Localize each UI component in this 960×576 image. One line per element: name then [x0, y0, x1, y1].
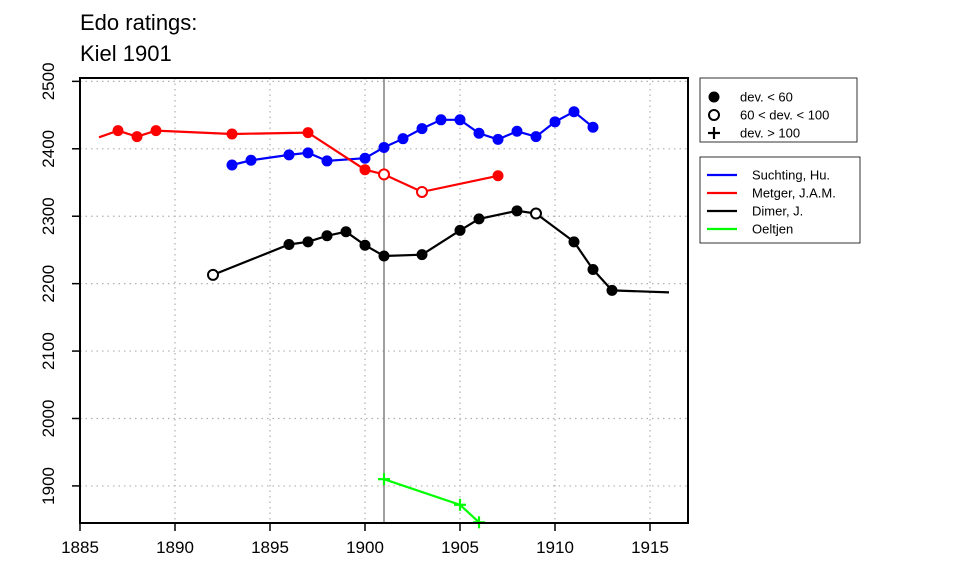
y-tick-label: 2500: [39, 62, 58, 100]
data-point-filled: [302, 236, 314, 248]
data-point-plus: [454, 498, 466, 511]
symbol-legend-label: dev. > 100: [740, 126, 800, 141]
data-point-filled: [112, 125, 124, 137]
series-line: [212, 209, 670, 294]
data-point-filled: [302, 147, 314, 159]
y-axis: 1900 2000 2100 2200 2300 2400 2500: [39, 62, 80, 505]
chart-title: Edo ratings:: [80, 10, 197, 35]
data-point-filled: [226, 128, 238, 140]
x-tick-label: 1885: [61, 538, 99, 557]
symbol-legend: dev. < 60 60 < dev. < 100 dev. > 100: [699, 77, 858, 143]
data-point-open: [708, 109, 720, 121]
series-legend-label: Metger, J.A.M.: [752, 186, 836, 201]
data-point-plus: [708, 127, 720, 139]
data-point-filled: [283, 239, 295, 251]
data-point-filled: [340, 226, 352, 238]
y-tick-label: 1900: [39, 467, 58, 505]
data-point-filled: [568, 236, 580, 248]
series-line: [383, 478, 480, 524]
data-point-filled: [435, 114, 447, 126]
x-tick-label: 1895: [251, 538, 289, 557]
data-point-filled: [359, 152, 371, 164]
chart-subtitle: Kiel 1901: [80, 41, 172, 66]
data-point-filled: [302, 127, 314, 139]
data-point-filled: [473, 213, 485, 225]
data-point-filled: [530, 131, 542, 143]
data-point-filled: [131, 131, 143, 143]
x-axis: 1885 1890 1895 1900 1905 1910 1915: [61, 523, 669, 557]
series-oeltjen: [378, 473, 485, 529]
series-legend-label: Oeltjen: [752, 222, 793, 237]
data-point-filled: [492, 170, 504, 182]
data-point-open: [416, 185, 428, 198]
data-point-filled: [359, 239, 371, 251]
y-tick-label: 2300: [39, 197, 58, 235]
data-point-filled: [359, 164, 371, 176]
data-point-plus: [378, 473, 390, 486]
symbol-legend-box: [699, 77, 858, 143]
plot-frame: [79, 77, 689, 524]
data-point-filled: [511, 125, 523, 137]
x-tick-label: 1900: [346, 538, 384, 557]
data-point-filled: [378, 250, 390, 262]
series-legend-label: Suchting, Hu.: [752, 168, 830, 183]
data-point-filled: [245, 154, 257, 166]
y-tick-label: 2000: [39, 400, 58, 438]
series-legend: Suchting, Hu. Metger, J.A.M. Dimer, J. Oelt…: [699, 156, 861, 244]
data-point-filled: [416, 123, 428, 135]
symbol-legend-label: dev. < 60: [740, 90, 793, 105]
data-point-filled: [321, 155, 333, 167]
data-point-filled: [283, 149, 295, 161]
x-tick-label: 1905: [441, 538, 479, 557]
data-point-filled: [587, 121, 599, 133]
series-metger-j-a-m: [98, 125, 504, 198]
x-tick-label: 1910: [536, 538, 574, 557]
data-point-filled: [568, 106, 580, 118]
data-point-filled: [397, 133, 409, 145]
series-group: [98, 106, 670, 529]
data-point-filled: [454, 114, 466, 126]
data-point-open: [207, 268, 219, 281]
data-point-filled: [226, 159, 238, 171]
data-point-open: [530, 207, 542, 220]
y-tick-label: 2200: [39, 265, 58, 303]
series-legend-label: Dimer, J.: [752, 204, 803, 219]
x-tick-label: 1915: [631, 538, 669, 557]
data-point-filled: [473, 127, 485, 139]
data-point-filled: [606, 284, 618, 296]
data-point-filled: [549, 116, 561, 128]
data-point-filled: [150, 125, 162, 137]
data-point-filled: [587, 263, 599, 275]
series-line: [98, 129, 499, 194]
symbol-legend-label: 60 < dev. < 100: [740, 108, 829, 123]
data-point-filled: [511, 205, 523, 217]
data-point-open: [378, 168, 390, 181]
x-tick-label: 1890: [156, 538, 194, 557]
series-suchting-hu: [226, 106, 599, 171]
data-point-filled: [492, 133, 504, 145]
y-tick-label: 2400: [39, 130, 58, 168]
data-point-filled: [708, 91, 720, 103]
series-dimer-j: [207, 205, 670, 296]
data-point-filled: [378, 141, 390, 153]
data-point-filled: [454, 224, 466, 236]
y-tick-label: 2100: [39, 332, 58, 370]
data-point-filled: [321, 230, 333, 242]
data-point-filled: [416, 249, 428, 261]
